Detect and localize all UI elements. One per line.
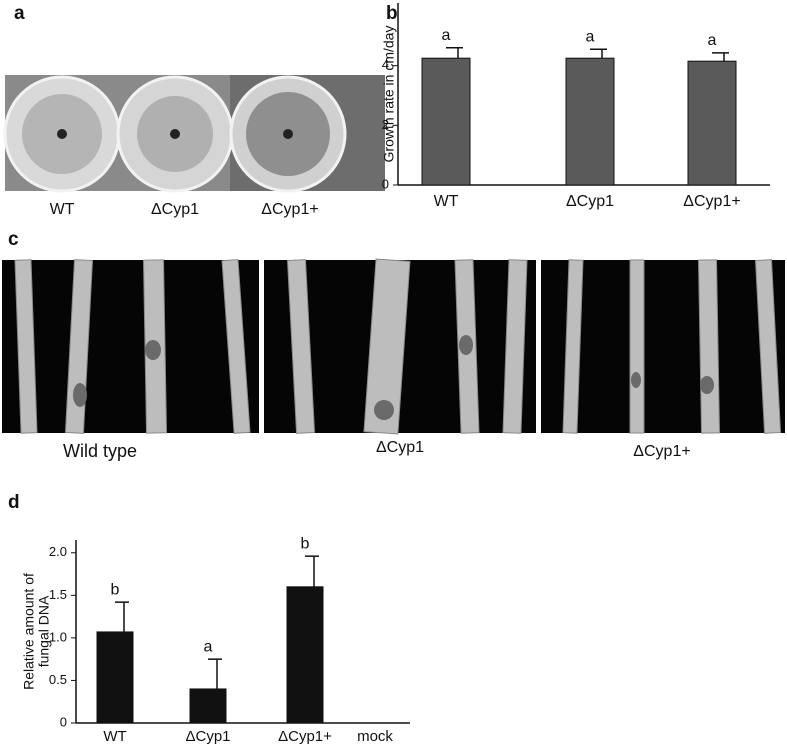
y-tick-label: 1.5 xyxy=(49,587,67,602)
y-tick-label: 0.5 xyxy=(49,672,67,687)
significance-letter: a xyxy=(204,638,213,655)
y-tick-label: 0 xyxy=(382,176,389,191)
caption: ΔCyp1 xyxy=(376,439,424,456)
caption: ΔCyp1+ xyxy=(261,201,318,218)
bar xyxy=(189,688,227,724)
x-tick-label: mock xyxy=(357,728,393,745)
y-tick-label: 1.0 xyxy=(49,629,67,644)
panel-label: b xyxy=(386,3,398,24)
x-tick-label: ΔCyp1 xyxy=(185,728,230,745)
plate-photo xyxy=(3,75,385,193)
caption: WT xyxy=(50,201,75,218)
bar xyxy=(96,631,134,724)
bar xyxy=(687,60,737,186)
x-tick-label: ΔCyp1 xyxy=(566,193,614,210)
leaf-photos xyxy=(2,258,785,435)
x-tick-label: ΔCyp1+ xyxy=(278,728,332,745)
panel-label: c xyxy=(8,229,19,250)
caption: ΔCyp1+ xyxy=(633,443,690,460)
caption: Wild type xyxy=(63,441,137,461)
x-tick-label: WT xyxy=(103,728,126,745)
bar xyxy=(421,57,471,186)
y-tick-label: 2 xyxy=(382,117,389,132)
significance-letter: b xyxy=(301,535,310,552)
y-tick-label: 4 xyxy=(382,57,389,72)
y-axis-label: fungal DNA xyxy=(36,595,52,667)
caption: ΔCyp1 xyxy=(151,201,199,218)
x-tick-label: ΔCyp1+ xyxy=(683,193,740,210)
significance-letter: a xyxy=(586,28,595,45)
panel-label: d xyxy=(8,492,20,513)
y-axis-label: Growth rate in cm/day xyxy=(381,26,397,163)
y-axis-label: Relative amount of xyxy=(21,573,37,690)
bar xyxy=(565,57,615,186)
significance-letter: b xyxy=(111,581,120,598)
significance-letter: a xyxy=(442,27,451,44)
y-tick-label: 2.0 xyxy=(49,544,67,559)
y-tick-label: 0 xyxy=(60,714,67,729)
x-tick-label: WT xyxy=(434,193,459,210)
bar xyxy=(286,586,324,724)
significance-letter: a xyxy=(708,32,717,49)
panel-label: a xyxy=(14,3,25,24)
